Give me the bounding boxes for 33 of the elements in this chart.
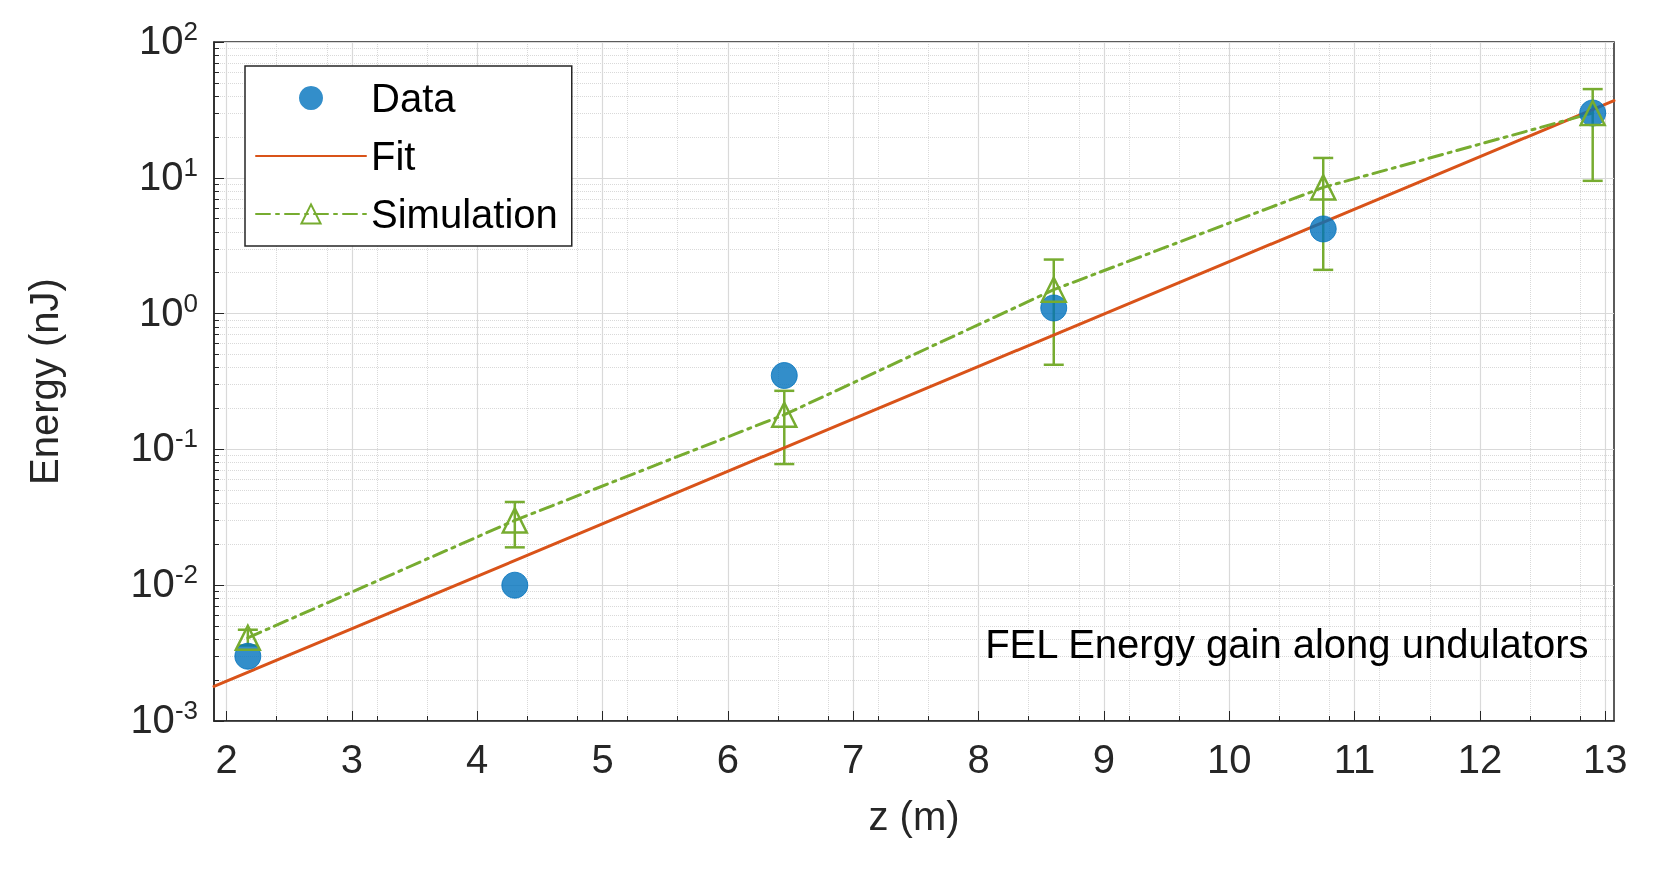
point: [1309, 174, 1337, 201]
legend-label: Simulation: [371, 192, 558, 236]
x-tick-label: 9: [1092, 737, 1116, 781]
y-axis-title: Energy (nJ): [22, 278, 66, 485]
x-tick-label: 6: [716, 737, 739, 781]
y-tick-label: 10$^{-3}$: [130, 694, 198, 743]
x-tick-label: 7: [842, 737, 865, 781]
point: [770, 362, 798, 390]
point: [234, 624, 262, 652]
x-axis-title: z (m): [868, 794, 960, 838]
point: [771, 401, 798, 428]
legend-label: Data: [371, 76, 457, 120]
x-tick-label: 2: [215, 737, 238, 781]
x-tick-label: 4: [466, 737, 489, 781]
x-tick-label: 12: [1457, 737, 1503, 781]
x-tick-label: 10: [1206, 737, 1252, 781]
x-tick-label: 11: [1333, 737, 1376, 781]
y-tick-label: 10$^{-2}$: [130, 558, 198, 608]
point: [501, 571, 529, 599]
y-tick-label: 10$^{0}$: [139, 287, 198, 336]
x-tick-label: 3: [340, 737, 363, 781]
x-tick-label: 8: [967, 737, 990, 781]
legend-label: Fit: [371, 134, 416, 178]
x-tick-label: 5: [591, 737, 614, 781]
annotation: FEL Energy gain along undulators: [985, 622, 1589, 666]
point: [1309, 215, 1337, 243]
y-tick-label: 10$^{1}$: [139, 151, 198, 200]
point: [501, 507, 529, 534]
x-tick-label: 13: [1582, 737, 1628, 781]
point: [234, 642, 262, 670]
y-tick-label: 10$^{-1}$: [130, 423, 198, 472]
y-tick-label: 10$^{2}$: [139, 15, 198, 64]
point: [1040, 276, 1067, 303]
